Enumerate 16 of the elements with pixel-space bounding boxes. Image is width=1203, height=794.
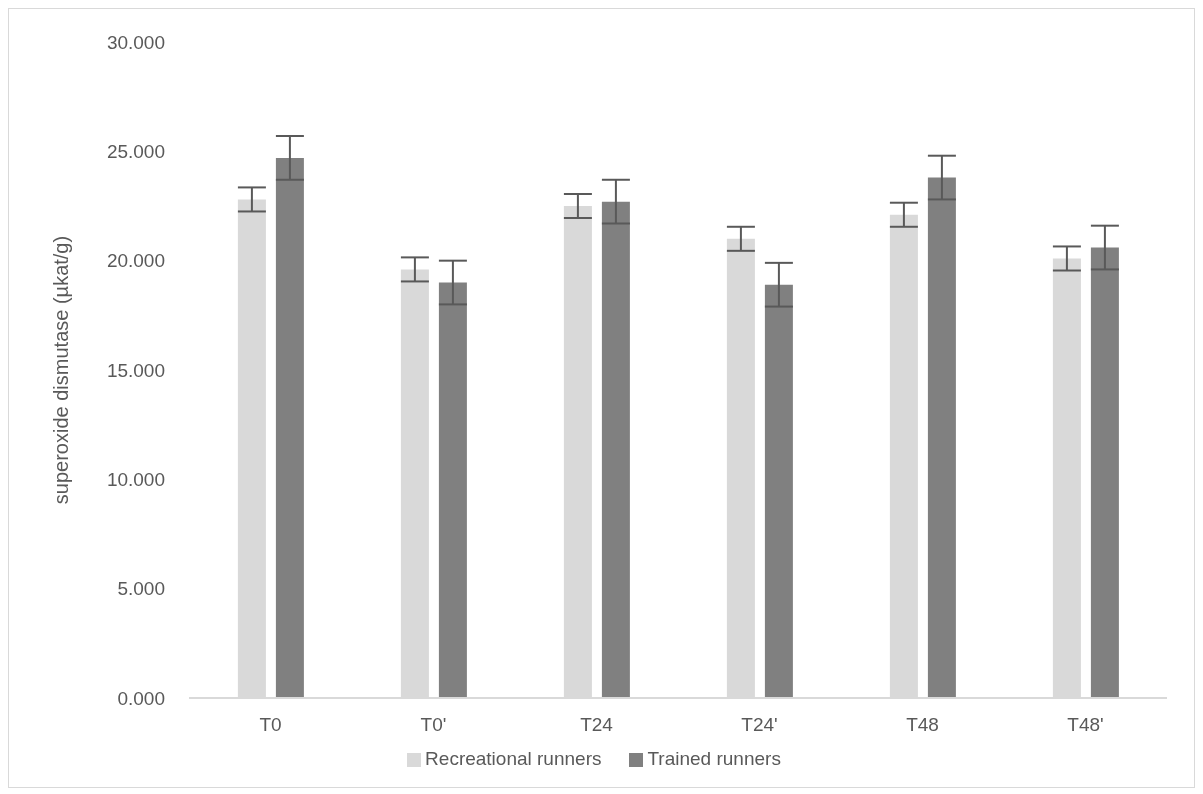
y-tick-label: 25.000 xyxy=(106,141,165,163)
y-tick-label: 20.000 xyxy=(106,250,165,272)
y-tick-label: 30.000 xyxy=(106,31,165,53)
legend-label: Trained runners xyxy=(647,748,781,769)
y-tick-label: 10.000 xyxy=(106,469,165,491)
x-tick-label: T24' xyxy=(741,714,778,736)
x-tick-label: T48' xyxy=(1067,714,1104,736)
x-tick-label: T24 xyxy=(580,714,614,736)
y-tick-label: 0.000 xyxy=(117,687,165,709)
x-tick-label: T48 xyxy=(906,714,939,736)
y-tick-label: 5.000 xyxy=(117,578,165,600)
x-tick-label: T0' xyxy=(420,714,447,736)
y-tick-label: 15.000 xyxy=(106,359,165,381)
y-axis-title: superoxide dismutase (µkat/g) xyxy=(50,235,73,505)
legend-label: Recreational runners xyxy=(425,748,602,769)
x-tick-label: T0 xyxy=(259,714,282,736)
